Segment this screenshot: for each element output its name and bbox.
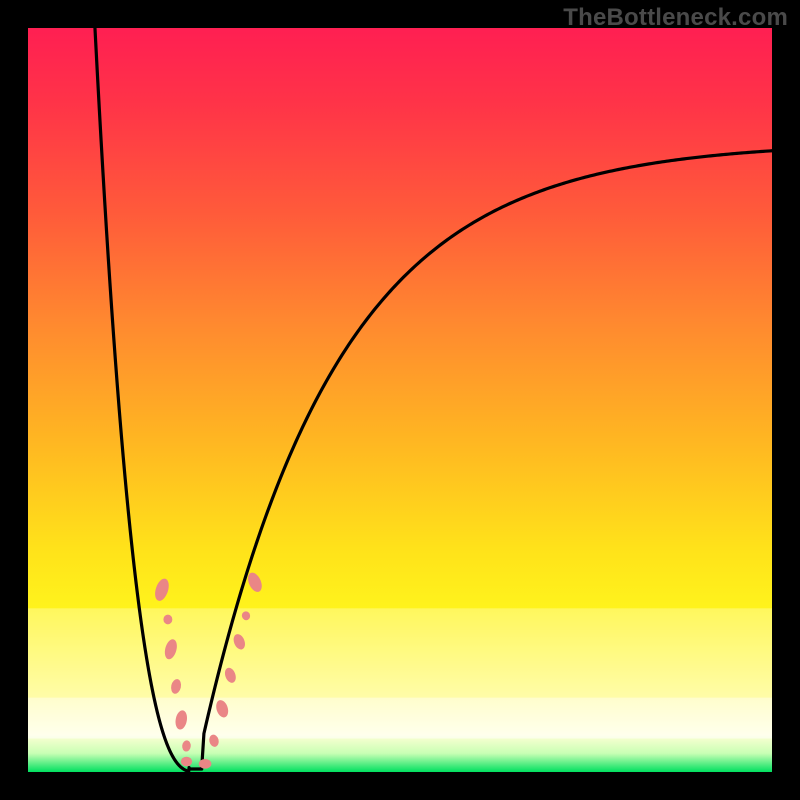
bottom-marker	[199, 759, 212, 769]
bottom-marker	[181, 757, 192, 767]
left-marker	[163, 638, 179, 661]
chart-container: TheBottleneck.com	[0, 0, 800, 800]
left-marker	[153, 577, 172, 603]
left-marker	[170, 678, 183, 695]
right-marker	[231, 632, 247, 651]
highlight-markers	[28, 28, 772, 772]
right-marker	[214, 699, 230, 719]
left-marker	[182, 740, 192, 752]
plot-area	[28, 28, 772, 772]
left-marker	[163, 615, 172, 625]
watermark-text: TheBottleneck.com	[563, 4, 788, 32]
right-marker	[208, 734, 220, 748]
right-marker	[245, 571, 264, 595]
right-marker	[241, 610, 252, 621]
right-marker	[223, 666, 238, 684]
left-marker	[174, 709, 188, 730]
